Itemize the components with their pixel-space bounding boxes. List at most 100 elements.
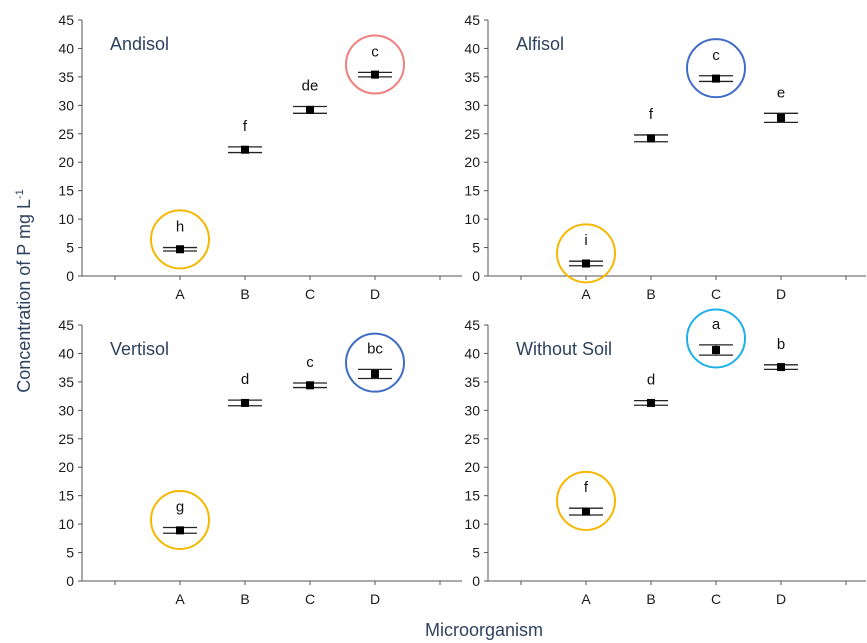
y-tick-label: 40 [464,40,480,56]
y-tick-label: 10 [464,211,480,227]
data-point [777,363,785,372]
y-tick-label: 25 [464,126,480,142]
data-point [371,369,379,378]
significance-letter: de [302,77,319,94]
x-tick-label: A [175,591,185,607]
significance-letter: a [712,316,721,333]
data-point [241,398,249,407]
y-tick-label: 10 [58,516,74,532]
x-tick-label: B [240,286,249,302]
data-point [306,105,314,114]
significance-letter: e [777,84,785,101]
significance-letter: d [241,371,249,388]
data-point [647,134,655,143]
x-tick-label: D [776,286,786,302]
panel-title: Vertisol [110,339,169,359]
data-point [176,245,184,254]
x-tick-label: C [305,286,315,302]
highlight-circle [150,489,210,550]
y-tick-label: 20 [464,459,480,475]
x-tick-label: D [370,286,380,302]
data-point [241,145,249,154]
y-tick-label: 15 [58,488,74,504]
significance-letter: i [584,232,587,249]
data-point [371,70,379,79]
y-tick-label: 30 [58,97,74,113]
y-tick-label: 0 [66,573,74,589]
y-tick-label: 40 [58,345,74,361]
highlight-circle [686,38,746,99]
x-tick-label: D [776,591,786,607]
y-axis-title-main: Concentration of P mg L [14,199,34,393]
x-tick-label: C [711,286,721,302]
y-tick-label: 10 [464,516,480,532]
x-tick-label: A [175,286,185,302]
y-tick-label: 0 [472,573,480,589]
data-point [647,398,655,407]
data-point [306,381,314,390]
panel-1: 0 5 10 15 20 25 30 35 40 45 A B C D Andisol h f de c [58,12,462,302]
x-axis-title: Microorganism [425,620,543,640]
panel-2: 0 5 10 15 20 25 30 35 40 45 A B C D Alfisol i f c e [464,12,866,302]
significance-letter: c [306,354,314,371]
y-tick-label: 0 [66,268,74,284]
y-axis-title-superscript: -1 [14,189,26,199]
x-tick-label: D [370,591,380,607]
y-tick-label: 15 [464,488,480,504]
y-tick-label: 45 [464,12,480,28]
x-tick-label: B [646,286,655,302]
y-tick-label: 15 [58,183,74,199]
y-tick-label: 35 [464,69,480,85]
y-tick-label: 35 [58,69,74,85]
significance-letter: g [176,499,184,516]
y-tick-label: 30 [464,402,480,418]
significance-letter: c [712,47,720,64]
x-tick-label: C [711,591,721,607]
y-tick-label: 5 [472,240,480,256]
data-point [712,346,720,355]
highlight-circle [556,223,616,284]
y-tick-label: 10 [58,211,74,227]
x-tick-label: B [646,591,655,607]
data-point [712,74,720,83]
significance-letter: h [176,219,184,236]
x-tick-label: A [581,591,591,607]
y-tick-label: 25 [464,431,480,447]
y-tick-label: 35 [58,374,74,390]
panel-title: Without Soil [516,339,612,359]
panel-title: Alfisol [516,34,564,54]
data-point [777,113,785,122]
y-tick-label: 45 [58,12,74,28]
highlight-circle [345,34,405,95]
data-point [582,259,590,268]
x-tick-label: B [240,591,249,607]
y-tick-label: 20 [464,154,480,170]
significance-letter: c [371,43,379,60]
significance-letter: b [777,336,785,353]
y-tick-label: 35 [464,374,480,390]
y-tick-label: 45 [58,317,74,333]
y-tick-label: 25 [58,431,74,447]
y-tick-label: 15 [464,183,480,199]
significance-letter: f [649,106,654,123]
significance-letter: f [243,118,248,135]
y-tick-label: 20 [58,154,74,170]
panel-title: Andisol [110,34,169,54]
y-tick-label: 0 [472,268,480,284]
y-tick-label: 30 [58,402,74,418]
data-point [176,526,184,535]
y-tick-label: 40 [58,40,74,56]
y-tick-label: 20 [58,459,74,475]
highlight-circle [686,308,746,369]
significance-letter: d [647,372,655,389]
x-tick-label: C [305,591,315,607]
y-tick-label: 40 [464,345,480,361]
panel-4: 0 5 10 15 20 25 30 35 40 45 A B C D Without Soil f d a b [464,308,866,607]
x-tick-label: A [581,286,591,302]
y-tick-label: 5 [66,545,74,561]
highlight-circle [556,470,616,531]
y-tick-label: 25 [58,126,74,142]
highlight-circle [345,332,405,393]
y-tick-label: 45 [464,317,480,333]
